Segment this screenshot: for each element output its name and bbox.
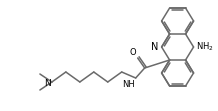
Text: NH: NH bbox=[122, 80, 135, 89]
Text: N: N bbox=[44, 78, 51, 87]
Text: NH$_2$: NH$_2$ bbox=[196, 41, 213, 53]
Text: O: O bbox=[129, 48, 136, 57]
Text: N: N bbox=[151, 42, 159, 52]
